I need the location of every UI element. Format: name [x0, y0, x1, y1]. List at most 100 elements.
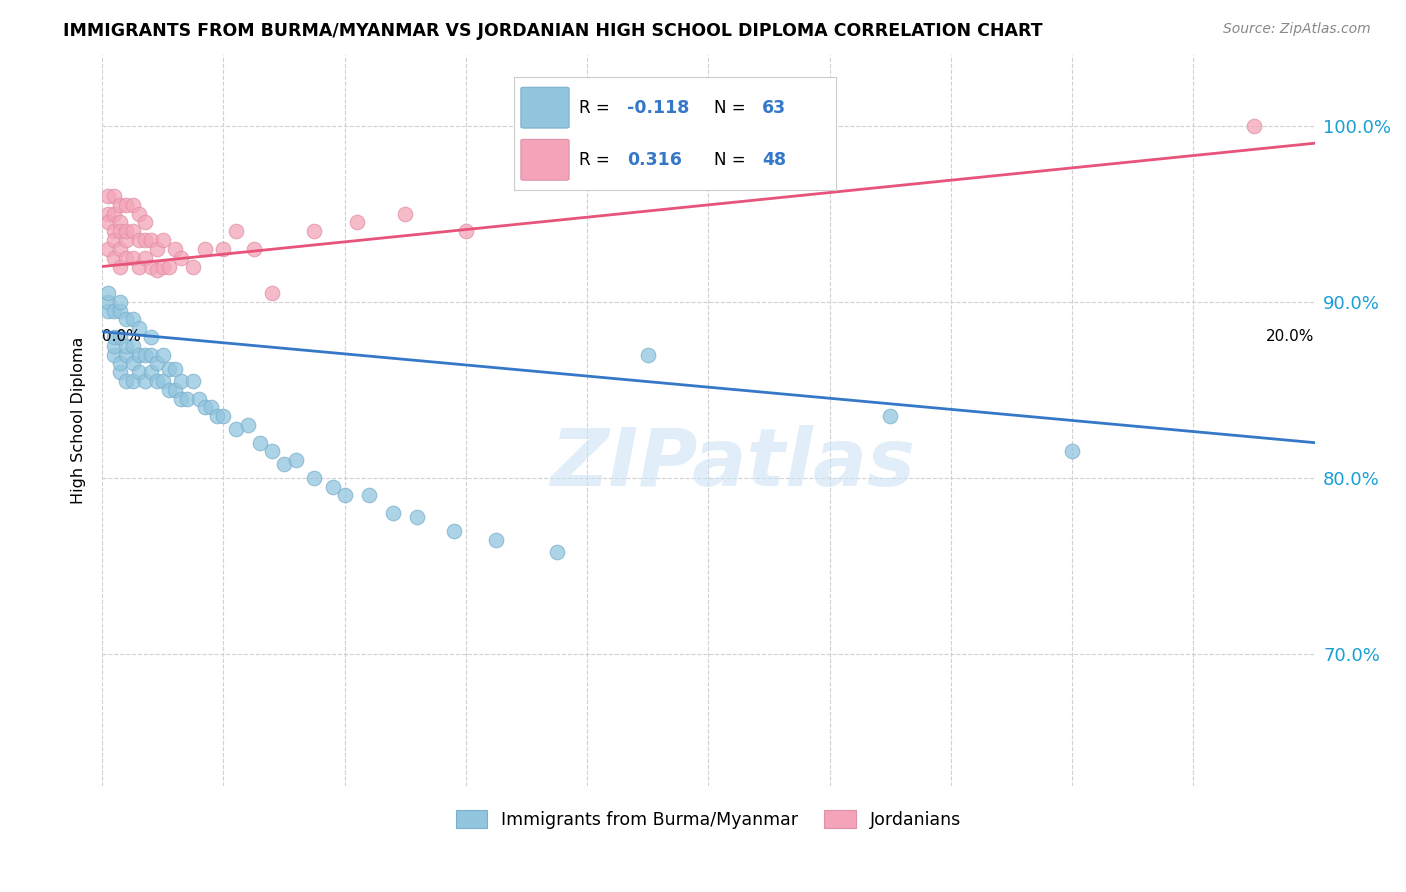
Point — [97, 207, 120, 221]
Point — [225, 421, 247, 435]
Point — [97, 215, 120, 229]
Point — [128, 365, 150, 379]
Point — [121, 198, 143, 212]
Point — [242, 242, 264, 256]
Point — [157, 260, 180, 274]
Point — [134, 215, 156, 229]
Point — [110, 215, 132, 229]
Point — [110, 224, 132, 238]
Point — [121, 356, 143, 370]
Point — [170, 374, 193, 388]
Point — [128, 260, 150, 274]
Point — [163, 242, 186, 256]
Point — [115, 233, 138, 247]
Point — [406, 509, 429, 524]
Point — [139, 260, 162, 274]
Point — [128, 348, 150, 362]
Point — [139, 233, 162, 247]
Point — [249, 435, 271, 450]
Point — [207, 409, 229, 424]
Point — [273, 457, 295, 471]
Point — [110, 294, 132, 309]
Point — [382, 506, 405, 520]
Point — [346, 215, 368, 229]
Point — [103, 224, 125, 238]
Point — [146, 242, 169, 256]
Point — [212, 242, 235, 256]
Y-axis label: High School Diploma: High School Diploma — [72, 337, 86, 504]
Point — [322, 480, 344, 494]
Point — [285, 453, 308, 467]
Point — [157, 361, 180, 376]
Point — [103, 303, 125, 318]
Point — [152, 260, 174, 274]
Point — [134, 374, 156, 388]
Point — [146, 263, 169, 277]
Point — [260, 285, 283, 300]
Point — [304, 471, 326, 485]
Point — [181, 260, 204, 274]
Point — [103, 330, 125, 344]
Point — [546, 545, 568, 559]
Point — [134, 348, 156, 362]
Point — [115, 348, 138, 362]
Point — [394, 207, 416, 221]
Point — [333, 488, 356, 502]
Point — [212, 409, 235, 424]
Text: ZIPatlas: ZIPatlas — [550, 425, 915, 503]
Point — [236, 418, 259, 433]
Point — [1062, 444, 1084, 458]
Point — [485, 533, 508, 547]
Point — [170, 392, 193, 406]
Point — [115, 198, 138, 212]
Point — [139, 330, 162, 344]
Point — [146, 374, 169, 388]
Point — [110, 303, 132, 318]
Point — [304, 224, 326, 238]
Point — [103, 189, 125, 203]
Point — [152, 374, 174, 388]
Point — [146, 356, 169, 370]
Point — [103, 348, 125, 362]
Point — [110, 198, 132, 212]
Point — [157, 383, 180, 397]
Legend: Immigrants from Burma/Myanmar, Jordanians: Immigrants from Burma/Myanmar, Jordanian… — [449, 804, 967, 836]
Point — [170, 251, 193, 265]
Point — [121, 224, 143, 238]
Point — [103, 339, 125, 353]
Point — [152, 348, 174, 362]
Point — [115, 251, 138, 265]
Point — [176, 392, 198, 406]
Point — [152, 233, 174, 247]
Point — [134, 233, 156, 247]
Point — [103, 233, 125, 247]
Point — [443, 524, 465, 538]
Point — [357, 488, 380, 502]
Point — [97, 294, 120, 309]
Point — [128, 207, 150, 221]
Point — [139, 365, 162, 379]
Point — [188, 392, 211, 406]
Point — [97, 303, 120, 318]
Point — [225, 224, 247, 238]
Point — [163, 361, 186, 376]
Point — [121, 374, 143, 388]
Point — [128, 233, 150, 247]
Text: Source: ZipAtlas.com: Source: ZipAtlas.com — [1223, 22, 1371, 37]
Point — [115, 224, 138, 238]
Point — [110, 242, 132, 256]
Point — [637, 348, 659, 362]
Point — [97, 189, 120, 203]
Point — [1243, 119, 1265, 133]
Point — [163, 383, 186, 397]
Point — [110, 356, 132, 370]
Text: 0.0%: 0.0% — [103, 329, 141, 344]
Point — [121, 312, 143, 326]
Point — [200, 401, 222, 415]
Point — [115, 374, 138, 388]
Text: IMMIGRANTS FROM BURMA/MYANMAR VS JORDANIAN HIGH SCHOOL DIPLOMA CORRELATION CHART: IMMIGRANTS FROM BURMA/MYANMAR VS JORDANI… — [63, 22, 1043, 40]
Point — [110, 330, 132, 344]
Point — [121, 339, 143, 353]
Point — [576, 153, 599, 168]
Point — [879, 409, 901, 424]
